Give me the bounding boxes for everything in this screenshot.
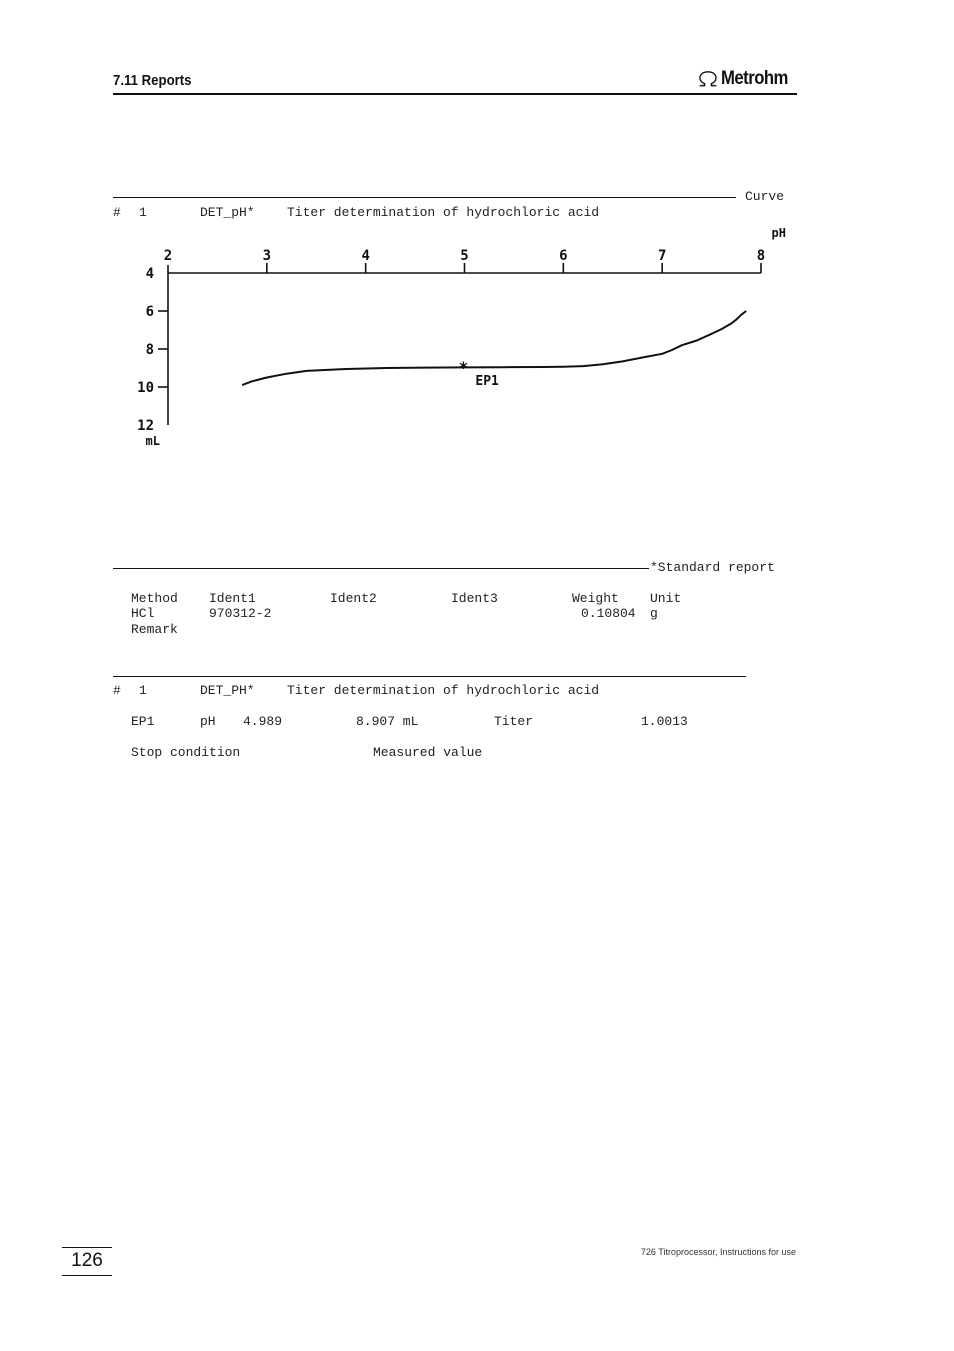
standard-report-label: *Standard report [650,560,775,575]
endpoint-label: EP1 [131,714,155,729]
x-tick-label: 5 [460,248,468,264]
x-tick-label: 6 [559,248,567,264]
curve-number: 1 [139,205,147,220]
stop-condition-value: Measured value [373,745,483,760]
y-axis-label: mL [146,434,160,448]
result-number-sign: # [113,683,121,698]
stop-condition-label: Stop condition [131,745,241,760]
endpoint-marker: * [459,358,469,377]
titer-label: Titer [494,714,534,729]
endpoint-ph-label: pH [200,714,216,729]
value-ident1: 970312-2 [209,606,272,621]
y-tick-label: 6 [146,304,154,320]
value-method: HCl [131,606,155,621]
x-tick-label: 2 [164,248,172,264]
y-tick-label: 12 [137,418,154,434]
x-axis-label: pH [772,226,786,240]
y-tick-label: 4 [146,266,154,282]
result-method: DET_PH* [200,683,255,698]
col-header-ident2: Ident2 [330,591,377,606]
x-tick-label: 8 [757,248,765,264]
result-description: Titer determination of hydrochloric acid [287,683,600,698]
standard-report-rule [113,568,649,569]
brand-name: Metrohm [720,68,788,89]
titration-curve-line [241,310,747,387]
curve-section-label: Curve [745,189,785,204]
titration-curve-chart: 2 3 4 5 6 7 8 4 6 8 10 12 pH mL * EP1 [137,226,786,448]
value-weight: 0.10804 [581,606,636,621]
titer-value: 1.0013 [641,714,688,729]
omega-logo-icon [699,71,717,87]
brand-logo: Metrohm [697,66,797,92]
header-rule [113,93,797,95]
document-title: 726 Titroprocessor, Instructions for use [640,1247,796,1257]
curve-method: DET_pH* [200,205,255,220]
col-header-weight: Weight [572,591,619,606]
col-header-method: Method [131,591,178,606]
curve-number-sign: # [113,205,121,220]
value-unit: g [650,606,658,621]
page-number-rule-top [62,1247,112,1248]
x-tick-label: 7 [658,248,666,264]
result-section-rule [113,676,746,677]
curve-description: Titer determination of hydrochloric acid [287,205,600,220]
y-tick-label: 8 [146,342,154,358]
page-number-rule-bottom [62,1275,112,1276]
endpoint-volume: 8.907 mL [356,714,419,729]
col-header-ident1: Ident1 [209,591,256,606]
result-number: 1 [139,683,147,698]
x-tick-label: 4 [361,248,369,264]
remark-label: Remark [131,622,178,637]
x-tick-label: 3 [263,248,271,264]
page-number: 126 [71,1250,103,1271]
col-header-ident3: Ident3 [451,591,498,606]
col-header-unit: Unit [650,591,682,606]
endpoint-ph-value: 4.989 [243,714,283,729]
y-tick-label: 10 [137,380,154,396]
section-title: 7.11 Reports [113,72,192,89]
curve-section-rule [113,197,736,198]
endpoint-label: EP1 [475,374,499,389]
